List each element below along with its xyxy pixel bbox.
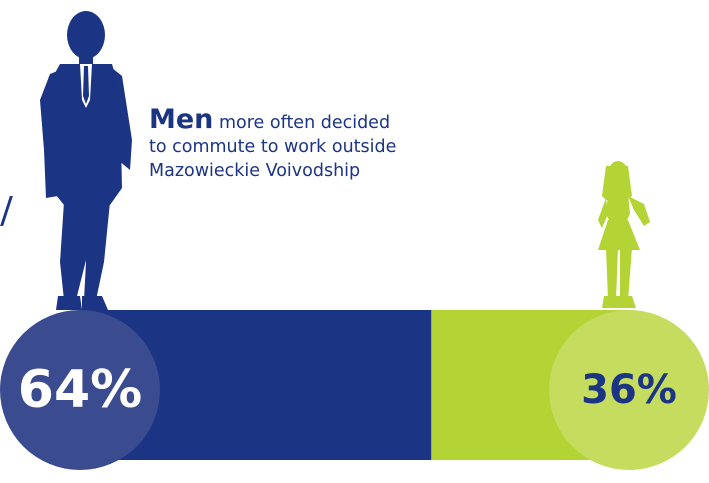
woman-silhouette-icon — [598, 161, 650, 308]
man-silhouette-icon — [40, 11, 132, 310]
caption-line-1-rest: more often decided — [218, 113, 391, 133]
value-circle-men — [0, 310, 160, 470]
value-label-women: 36% — [581, 367, 677, 413]
caption-emphasis: Men — [149, 104, 214, 135]
bar-track: 64% 36% — [0, 310, 709, 470]
shirt-detail — [80, 64, 92, 108]
value-circle-women — [549, 310, 709, 470]
caption-line-1: Men more often decided — [149, 106, 479, 135]
caption-line-2: to commute to work outside — [149, 137, 397, 157]
caption: Men more often decided to commute to wor… — [149, 106, 479, 183]
value-label-men: 64% — [18, 360, 142, 420]
caption-line-3: Mazowieckie Voivodship — [149, 161, 361, 181]
